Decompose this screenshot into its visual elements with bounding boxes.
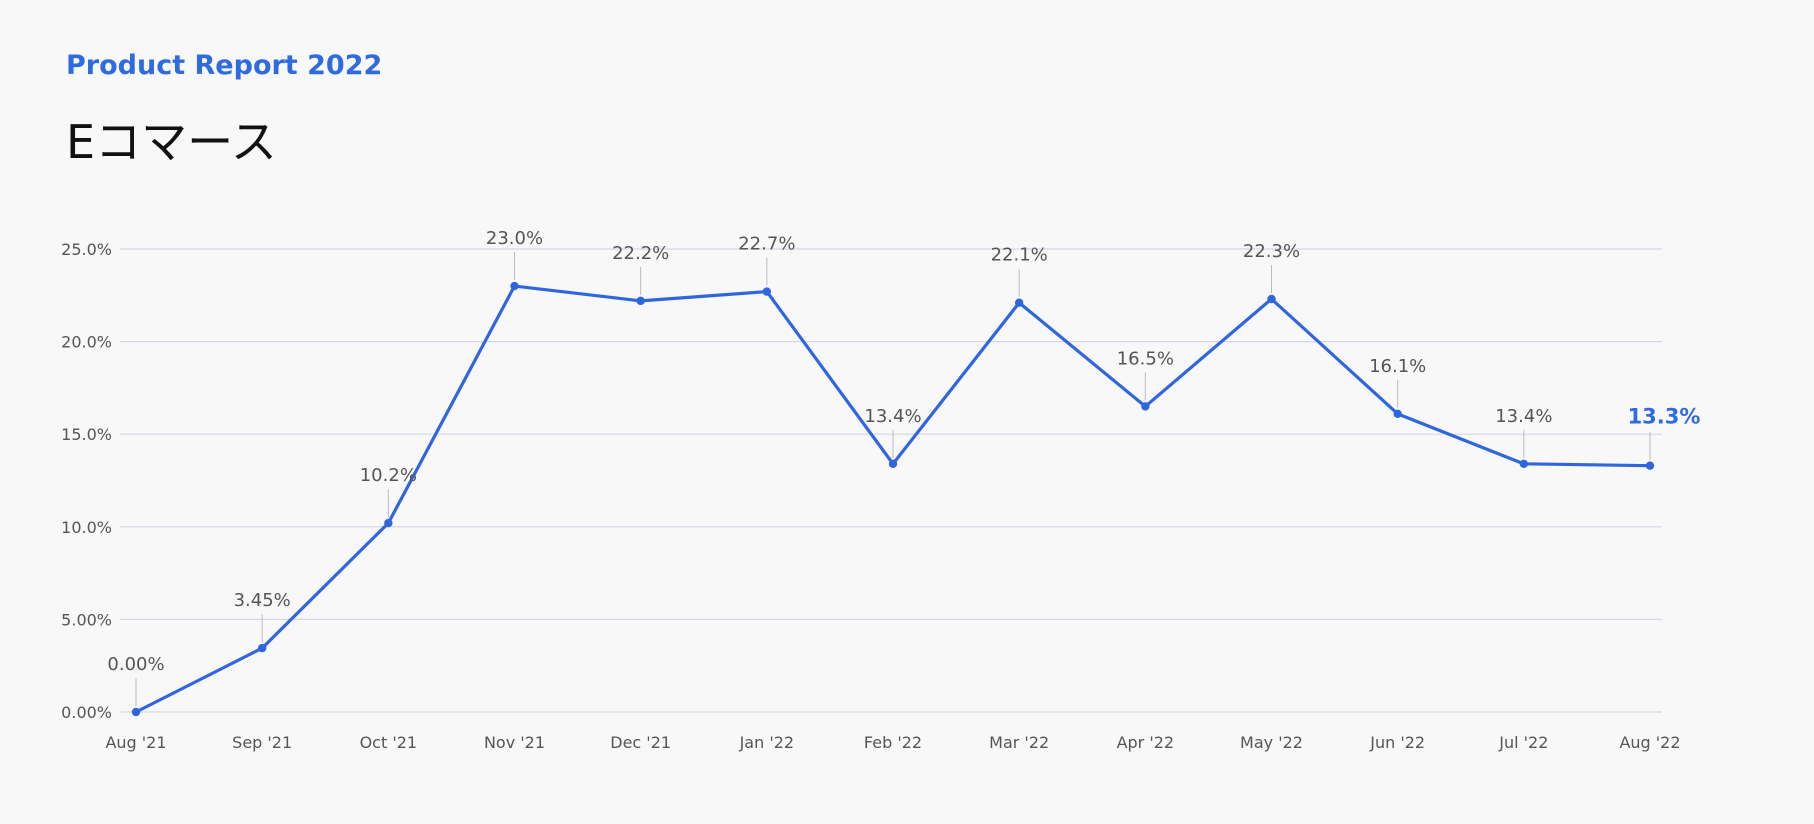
y-tick-label: 0.00% — [61, 703, 112, 722]
data-point — [510, 281, 519, 291]
x-tick-label: Jan '22 — [739, 733, 795, 752]
data-label: 22.1% — [991, 245, 1048, 266]
x-tick-label: Sep '21 — [232, 733, 292, 752]
data-point — [636, 296, 645, 306]
x-tick-label: Feb '22 — [864, 733, 922, 752]
y-tick-label: 20.0% — [61, 333, 112, 352]
data-label-leaders — [135, 252, 1651, 706]
data-label: 22.3% — [1243, 241, 1300, 262]
data-label: 23.0% — [486, 228, 543, 249]
x-tick-label: Aug '22 — [1619, 733, 1680, 752]
report-subtitle: Product Report 2022 — [66, 50, 383, 81]
y-tick-label: 5.00% — [61, 610, 112, 629]
series-line — [134, 284, 1652, 714]
data-point — [1014, 298, 1024, 307]
x-axis-tick-labels: Aug '21 Sep '21 Oct '21 Nov '21 Dec '21 Jan '… — [105, 733, 1680, 752]
chart-gridlines — [120, 248, 1662, 713]
data-point — [384, 518, 393, 528]
data-point — [131, 707, 141, 717]
y-tick-label: 25.0% — [61, 240, 112, 259]
data-point — [1393, 409, 1402, 419]
data-point — [888, 459, 898, 469]
data-label-highlight: 13.3% — [1628, 405, 1701, 429]
y-axis-tick-labels: 0.00% 5.00% 10.0% 15.0% 20.0% 25.0% — [61, 240, 112, 722]
page-title: Eコマース — [66, 115, 277, 169]
data-point — [1141, 402, 1150, 411]
series-line-group — [134, 284, 1652, 714]
x-tick-label: Nov '21 — [484, 733, 545, 752]
data-point — [1645, 461, 1655, 470]
x-tick-label: May '22 — [1240, 733, 1303, 752]
data-label: 3.45% — [234, 590, 291, 611]
x-tick-label: Jul '22 — [1498, 733, 1548, 752]
data-label: 0.00% — [107, 654, 164, 675]
data-point — [257, 643, 267, 653]
data-label: 16.1% — [1369, 356, 1426, 377]
x-tick-label: Mar '22 — [989, 733, 1049, 752]
x-tick-label: Apr '22 — [1117, 733, 1175, 752]
y-tick-label: 10.0% — [61, 518, 112, 537]
data-point — [762, 287, 772, 296]
data-label: 10.2% — [360, 465, 417, 486]
data-label: 13.4% — [1495, 406, 1552, 427]
x-tick-label: Jun '22 — [1369, 733, 1425, 752]
x-tick-label: Oct '21 — [360, 733, 418, 752]
data-label: 22.7% — [738, 234, 795, 255]
data-label: 16.5% — [1117, 348, 1174, 369]
x-tick-label: Aug '21 — [105, 733, 166, 752]
data-labels: 0.00% 3.45% 10.2% 23.0% 22.2% 22.7% 13.4% 22.1%… — [107, 228, 1700, 675]
x-tick-label: Dec '21 — [610, 733, 671, 752]
y-tick-label: 15.0% — [61, 425, 112, 444]
data-point — [1519, 459, 1529, 469]
data-label: 13.4% — [864, 406, 921, 427]
data-label: 22.2% — [612, 243, 669, 264]
data-points — [131, 281, 1655, 717]
data-point — [1267, 294, 1276, 304]
